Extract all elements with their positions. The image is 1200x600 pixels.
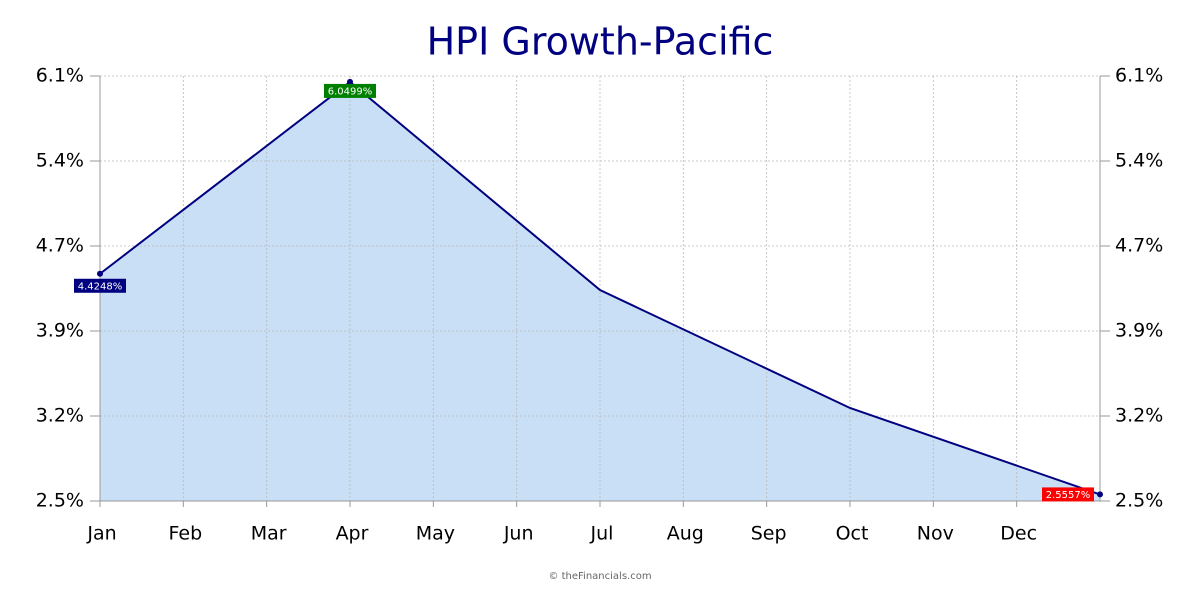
x-tick-label: Aug <box>667 523 704 545</box>
x-tick-label: Feb <box>169 523 203 545</box>
y2-tick-label: 3.2% <box>1115 405 1163 427</box>
x-tick-label: Mar <box>251 523 287 545</box>
value-label: 4.4248% <box>78 281 123 292</box>
value-label-box <box>1042 487 1094 502</box>
y-tick-label: 5.4% <box>36 150 84 172</box>
y2-tick-label: 3.9% <box>1115 320 1163 342</box>
x-tick-label: Oct <box>836 523 869 545</box>
y2-tick-label: 5.4% <box>1115 150 1163 172</box>
chart-title: HPI Growth-Pacific <box>427 20 774 64</box>
line <box>99 80 1101 496</box>
x-tick-label: Jul <box>590 523 614 545</box>
x-tick-label: Apr <box>336 523 369 545</box>
x-tick-label: Nov <box>917 523 954 545</box>
value-label-box <box>324 83 376 98</box>
credit: © theFinancials.com <box>548 571 651 582</box>
x-tick-label: Jun <box>503 523 534 545</box>
y2-tick-label: 6.1% <box>1115 65 1163 87</box>
x-tick-label: Dec <box>1000 523 1037 545</box>
point <box>97 270 103 277</box>
point <box>347 78 353 85</box>
y-tick-label: 3.9% <box>36 320 84 342</box>
value-label: 2.5557% <box>1046 490 1091 501</box>
x-tick-label: May <box>416 523 455 545</box>
y-tick-label: 2.5% <box>36 490 84 512</box>
value-label-box <box>74 278 126 293</box>
y-tick-label: 4.7% <box>36 235 84 257</box>
x-tick-label: Jan <box>86 523 116 545</box>
x-tick-label: Sep <box>751 523 787 545</box>
point <box>1097 491 1103 498</box>
y-tick-label: 3.2% <box>36 405 84 427</box>
value-label: 6.0499% <box>328 86 373 97</box>
y2-tick-label: 2.5% <box>1115 490 1163 512</box>
y2-tick-label: 4.7% <box>1115 235 1163 257</box>
y-tick-label: 6.1% <box>36 65 84 87</box>
